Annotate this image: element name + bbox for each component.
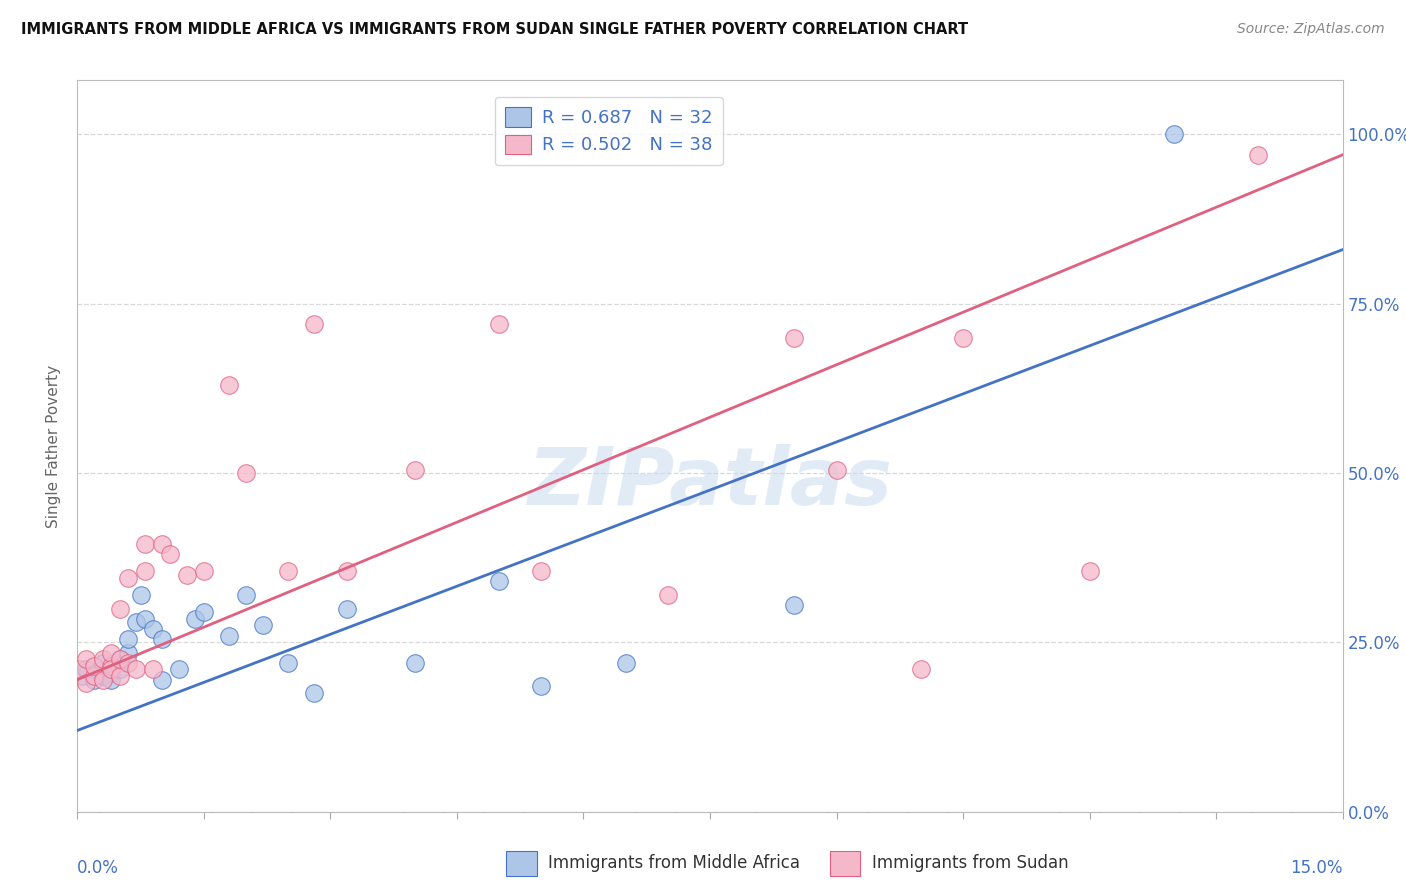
Text: ZIPatlas: ZIPatlas	[527, 443, 893, 522]
Point	[83, 659, 105, 673]
Point	[91, 669, 114, 683]
Point	[117, 632, 139, 646]
Point	[100, 646, 122, 660]
Point	[193, 605, 215, 619]
Point	[302, 686, 325, 700]
Point	[125, 615, 148, 629]
Point	[277, 656, 299, 670]
Point	[302, 317, 325, 331]
Point	[252, 618, 274, 632]
Point	[100, 659, 122, 673]
Point	[404, 463, 426, 477]
Point	[75, 663, 97, 677]
Point	[404, 656, 426, 670]
Point	[657, 588, 679, 602]
Point	[825, 463, 848, 477]
Point	[218, 378, 240, 392]
Point	[150, 632, 173, 646]
Point	[614, 656, 637, 670]
Point	[100, 663, 122, 677]
Point	[530, 564, 553, 578]
Point	[100, 665, 122, 680]
Point	[142, 622, 165, 636]
Y-axis label: Single Father Poverty: Single Father Poverty	[46, 365, 62, 527]
Point	[336, 601, 359, 615]
Point	[91, 673, 114, 687]
Point	[1163, 128, 1185, 142]
Point	[91, 652, 114, 666]
Point	[67, 663, 90, 677]
Point	[117, 646, 139, 660]
Point	[277, 564, 299, 578]
Text: 0.0%: 0.0%	[77, 859, 120, 877]
Text: 15.0%: 15.0%	[1291, 859, 1343, 877]
Point	[530, 680, 553, 694]
Point	[117, 571, 139, 585]
Point	[70, 669, 93, 683]
Point	[134, 537, 156, 551]
Point	[83, 673, 105, 687]
Point	[783, 331, 806, 345]
Point	[108, 669, 131, 683]
Legend: R = 0.687   N = 32, R = 0.502   N = 38: R = 0.687 N = 32, R = 0.502 N = 38	[495, 96, 723, 165]
Point	[167, 663, 190, 677]
Point	[150, 673, 173, 687]
Point	[108, 652, 131, 666]
Point	[1078, 564, 1101, 578]
Text: Immigrants from Sudan: Immigrants from Sudan	[872, 855, 1069, 872]
Point	[336, 564, 359, 578]
Point	[108, 601, 131, 615]
Point	[108, 663, 131, 677]
Point	[176, 567, 198, 582]
Point	[193, 564, 215, 578]
Text: Immigrants from Middle Africa: Immigrants from Middle Africa	[548, 855, 800, 872]
Point	[129, 588, 152, 602]
Point	[100, 673, 122, 687]
Point	[910, 663, 932, 677]
Point	[184, 612, 207, 626]
Point	[218, 629, 240, 643]
Point	[83, 669, 105, 683]
Point	[488, 317, 510, 331]
Point	[1247, 148, 1270, 162]
Point	[488, 574, 510, 589]
Point	[235, 588, 257, 602]
Point	[783, 598, 806, 612]
Point	[150, 537, 173, 551]
Point	[75, 652, 97, 666]
Text: Source: ZipAtlas.com: Source: ZipAtlas.com	[1237, 22, 1385, 37]
Point	[235, 466, 257, 480]
Point	[134, 564, 156, 578]
Point	[142, 663, 165, 677]
Point	[159, 547, 181, 561]
Point	[75, 676, 97, 690]
Point	[952, 331, 974, 345]
Point	[117, 656, 139, 670]
Point	[108, 652, 131, 666]
Text: IMMIGRANTS FROM MIDDLE AFRICA VS IMMIGRANTS FROM SUDAN SINGLE FATHER POVERTY COR: IMMIGRANTS FROM MIDDLE AFRICA VS IMMIGRA…	[21, 22, 969, 37]
Point	[91, 656, 114, 670]
Point	[134, 612, 156, 626]
Point	[125, 663, 148, 677]
